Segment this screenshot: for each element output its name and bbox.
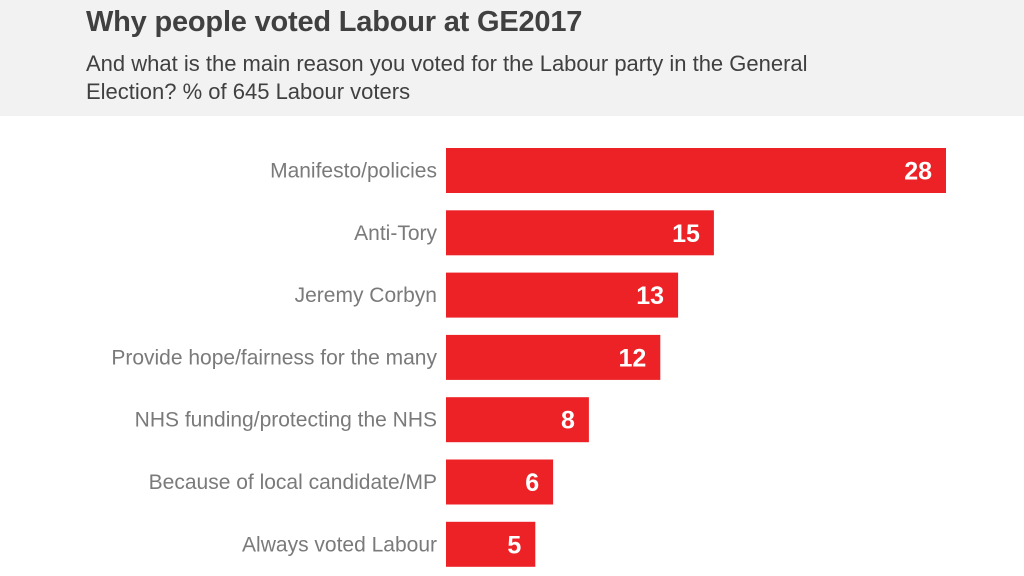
category-label-5: Because of local candidate/MP [149,471,437,494]
category-label-0: Manifesto/policies [270,160,437,183]
value-label-4: 8 [561,407,575,435]
category-label-4: NHS funding/protecting the NHS [135,409,437,432]
chart-subtitle: And what is the main reason you voted fo… [86,51,808,104]
value-label-5: 6 [525,469,539,497]
category-label-6: Always voted Labour [242,533,437,556]
bar-3 [446,334,661,380]
bar-2 [446,272,679,318]
category-label-2: Jeremy Corbyn [295,284,437,307]
value-label-2: 13 [636,282,664,310]
value-label-0: 28 [904,158,932,186]
value-label-1: 15 [672,220,700,248]
chart-header: Why people voted Labour at GE2017 And wh… [0,0,1024,116]
bar-4 [446,397,589,443]
bar-0 [446,148,946,193]
bar-6 [446,521,536,567]
value-label-6: 5 [507,531,521,559]
category-label-3: Provide hope/fairness for the many [111,346,437,369]
chart-title: Why people voted Labour at GE2017 [86,6,583,38]
bar-5 [446,459,554,505]
category-label-1: Anti-Tory [354,222,437,245]
value-label-3: 12 [618,344,646,372]
bar-1 [446,210,714,256]
